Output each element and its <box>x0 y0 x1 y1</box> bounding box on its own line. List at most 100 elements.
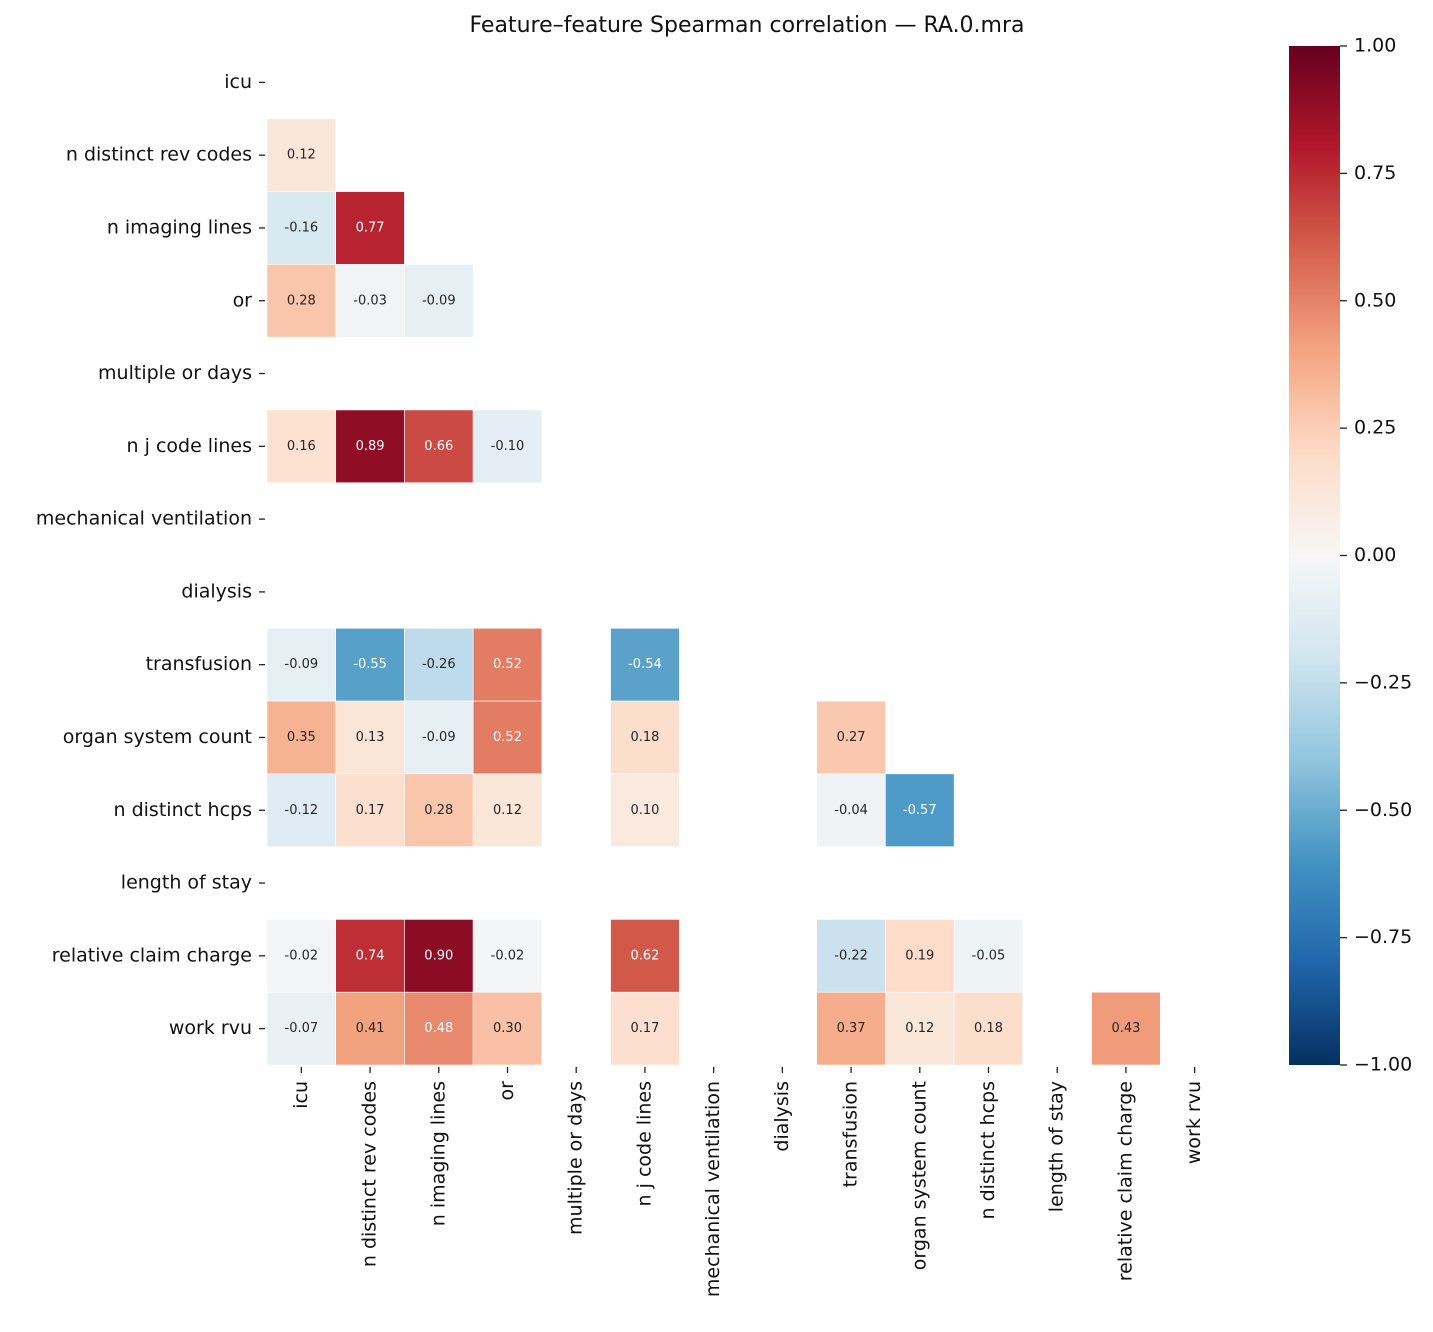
cell-label: 0.52 <box>493 730 522 745</box>
heatmap-cell <box>335 264 405 338</box>
x-tick-label: organ system count <box>908 1081 930 1270</box>
heatmap-cell <box>472 409 543 484</box>
heatmap-cell <box>404 409 474 484</box>
heatmap-cell <box>266 700 337 775</box>
cell-label: -0.09 <box>422 730 456 745</box>
heatmap-cell <box>335 191 405 265</box>
cell-label: -0.04 <box>834 803 868 818</box>
heatmap-cell <box>472 627 543 702</box>
y-tick-label: n distinct rev codes <box>66 144 252 166</box>
heatmap-cell <box>266 773 337 847</box>
y-tick-label: or <box>233 289 253 311</box>
heatmap-cell <box>610 627 680 702</box>
cell-label: 0.19 <box>905 948 934 963</box>
heatmap-cell <box>335 700 405 775</box>
heatmap-cell <box>404 700 474 775</box>
cell-label: -0.05 <box>972 948 1006 963</box>
x-tick-label: relative claim charge <box>1114 1081 1136 1281</box>
cell-label: 0.41 <box>356 1021 385 1036</box>
cell-label: -0.09 <box>285 657 319 672</box>
heatmap-cell <box>266 409 337 484</box>
cell-label: 0.16 <box>287 439 316 454</box>
x-tick-label: work rvu <box>1183 1081 1205 1164</box>
cell-label: 0.17 <box>630 1021 659 1036</box>
cell-label: 0.27 <box>837 730 866 745</box>
heatmap-cell <box>816 700 886 775</box>
x-tick-label: dialysis <box>771 1081 793 1152</box>
cell-label: 0.12 <box>905 1021 934 1036</box>
cell-label: 0.17 <box>356 803 385 818</box>
y-tick-label: work rvu <box>169 1017 252 1039</box>
heatmap-cell <box>335 919 405 993</box>
x-tick-label: multiple or days <box>565 1081 587 1235</box>
cell-label: -0.57 <box>903 803 937 818</box>
cell-label: 0.48 <box>424 1021 453 1036</box>
cell-label: -0.07 <box>285 1021 319 1036</box>
cell-label: 0.89 <box>356 439 385 454</box>
cell-label: -0.55 <box>353 657 387 672</box>
colorbar-tick-label: 0.00 <box>1354 544 1396 566</box>
colorbar <box>1289 46 1340 1065</box>
heatmap-cell <box>816 919 886 993</box>
x-tick-label: icu <box>290 1081 312 1109</box>
heatmap-cell <box>404 264 474 338</box>
cell-label: -0.10 <box>491 439 525 454</box>
cell-label: -0.16 <box>285 220 319 235</box>
cell-label: 0.66 <box>424 439 453 454</box>
heatmap-cell <box>1091 991 1161 1066</box>
cell-label: 0.13 <box>356 730 385 745</box>
y-tick-label: n j code lines <box>127 435 252 457</box>
heatmap-cell <box>404 773 474 847</box>
cell-label: -0.26 <box>422 657 456 672</box>
heatmap-cell <box>816 991 886 1066</box>
y-tick-label: organ system count <box>63 726 252 748</box>
cell-label: 0.74 <box>356 948 385 963</box>
cell-label: -0.22 <box>834 948 868 963</box>
y-tick-label: multiple or days <box>98 362 252 384</box>
x-tick-label: or <box>496 1081 518 1101</box>
cell-label: -0.09 <box>422 293 456 308</box>
cell-label: 0.52 <box>493 657 522 672</box>
cell-label: 0.35 <box>287 730 316 745</box>
y-tick-label: n distinct hcps <box>114 799 252 821</box>
colorbar-tick-label: 1.00 <box>1354 35 1396 57</box>
x-tick-label: n distinct hcps <box>977 1081 999 1219</box>
cell-label: 0.18 <box>630 730 659 745</box>
heatmap-cell <box>266 627 337 702</box>
heatmap-cell <box>335 991 405 1066</box>
heatmap-cell <box>472 773 543 847</box>
cell-label: -0.03 <box>353 293 387 308</box>
chart-title: Feature–feature Spearman correlation — R… <box>469 13 1024 38</box>
cell-label: -0.12 <box>285 803 319 818</box>
heatmap-cell <box>335 627 405 702</box>
heatmap-cell <box>266 264 337 338</box>
heatmap-cell <box>816 773 886 847</box>
cell-label: 0.90 <box>424 948 453 963</box>
y-tick-label: relative claim charge <box>52 944 252 966</box>
x-tick-label: n j code lines <box>633 1081 655 1206</box>
colorbar-tick-label: 0.25 <box>1354 417 1396 439</box>
heatmap-cell <box>266 191 337 265</box>
colorbar-tick-label: −0.75 <box>1354 926 1412 948</box>
colorbar-tick-label: 0.75 <box>1354 162 1396 184</box>
x-tick-label: transfusion <box>840 1081 862 1187</box>
heatmap-cell <box>472 700 543 775</box>
cell-label: 0.18 <box>974 1021 1003 1036</box>
y-tick-label: transfusion <box>146 653 252 675</box>
heatmap-cell <box>885 773 955 847</box>
colorbar-tick-label: −1.00 <box>1354 1054 1412 1076</box>
heatmap-cell <box>953 991 1024 1066</box>
cell-label: 0.30 <box>493 1021 522 1036</box>
x-tick-label: n imaging lines <box>427 1081 449 1226</box>
x-tick-label: n distinct rev codes <box>359 1081 381 1267</box>
cell-label: -0.02 <box>285 948 319 963</box>
heatmap-cell <box>266 919 337 993</box>
cell-label: -0.02 <box>491 948 525 963</box>
y-tick-label: mechanical ventilation <box>36 508 252 530</box>
heatmap-cell <box>404 991 474 1066</box>
cell-label: 0.37 <box>837 1021 866 1036</box>
heatmap-cell <box>953 919 1024 993</box>
heatmap-cell <box>610 991 680 1066</box>
x-tick-label: mechanical ventilation <box>702 1081 724 1297</box>
heatmap-cell <box>335 409 405 484</box>
